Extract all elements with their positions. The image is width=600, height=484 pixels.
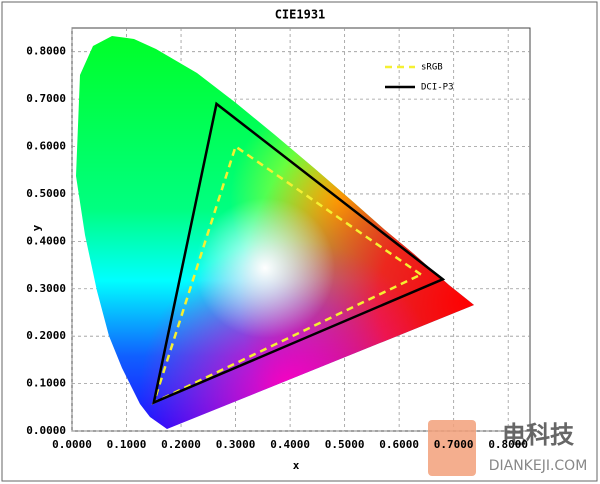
- x-tick-label: 0.6000: [379, 438, 419, 451]
- chart-title: CIE1931: [275, 8, 326, 22]
- x-tick-label: 0.4000: [270, 438, 310, 451]
- logo: [428, 420, 476, 476]
- y-tick-label: 0.1000: [26, 377, 66, 390]
- legend-label: sRGB: [421, 63, 443, 73]
- y-tick-label: 0.2000: [26, 329, 66, 342]
- x-tick-label: 0.5000: [325, 438, 365, 451]
- x-tick-label: 0.1000: [107, 438, 147, 451]
- x-axis-label: x: [293, 459, 300, 472]
- y-tick-label: 0.5000: [26, 187, 66, 200]
- x-tick-label: 0.3000: [216, 438, 256, 451]
- brand: 电科技: [502, 421, 575, 449]
- gamut-triangle: [151, 144, 424, 405]
- x-tick-label: 0.8000: [488, 438, 528, 451]
- gamut-triangle: [152, 101, 446, 405]
- gamuts: [151, 101, 446, 405]
- y-tick-label: 0.4000: [26, 234, 66, 247]
- x-tick-label: 0.2000: [161, 438, 201, 451]
- site: DIANKEJI.COM: [489, 458, 588, 474]
- y-tick-label: 0.8000: [26, 45, 66, 58]
- x-tick-label: 0.7000: [434, 438, 474, 451]
- x-tick-label: 0.0000: [52, 438, 92, 451]
- y-tick-label: 0.0000: [26, 424, 66, 437]
- y-tick-label: 0.7000: [26, 92, 66, 105]
- y-tick-label: 0.6000: [26, 140, 66, 153]
- y-tick-label: 0.3000: [26, 282, 66, 295]
- y-axis-label: y: [30, 224, 43, 231]
- watermark: 电科技 DIANKEJI.COM: [428, 420, 587, 476]
- legend-label: DCI-P3: [421, 83, 454, 93]
